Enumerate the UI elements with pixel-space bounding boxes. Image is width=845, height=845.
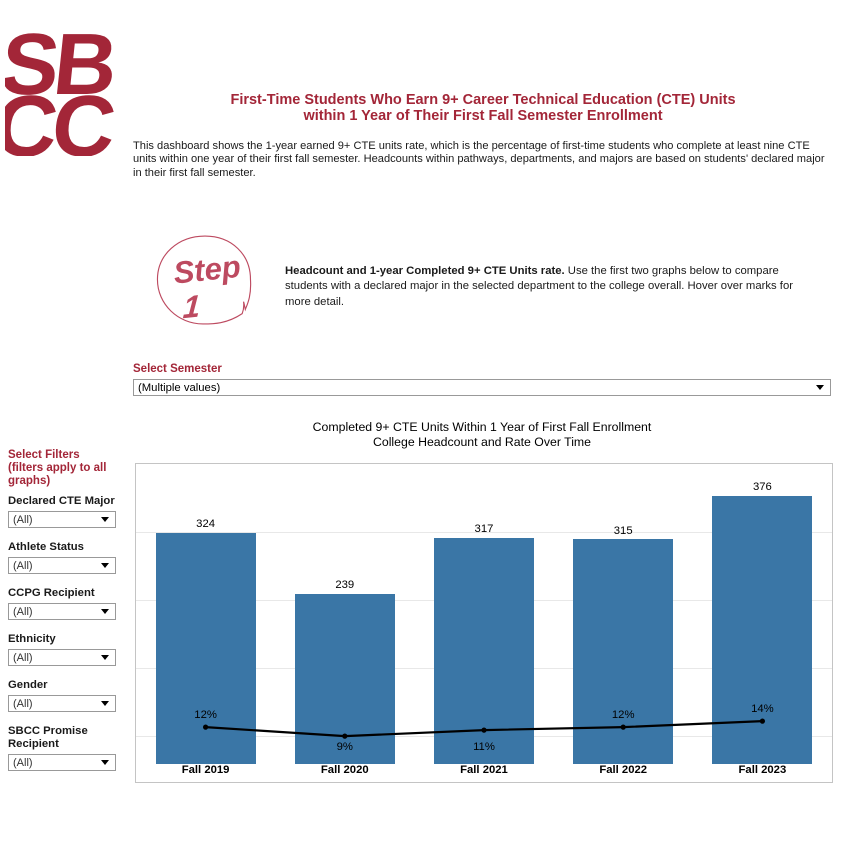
svg-text:1: 1	[182, 288, 202, 325]
svg-text:Step: Step	[172, 249, 242, 291]
svg-text:CC: CC	[5, 78, 118, 156]
